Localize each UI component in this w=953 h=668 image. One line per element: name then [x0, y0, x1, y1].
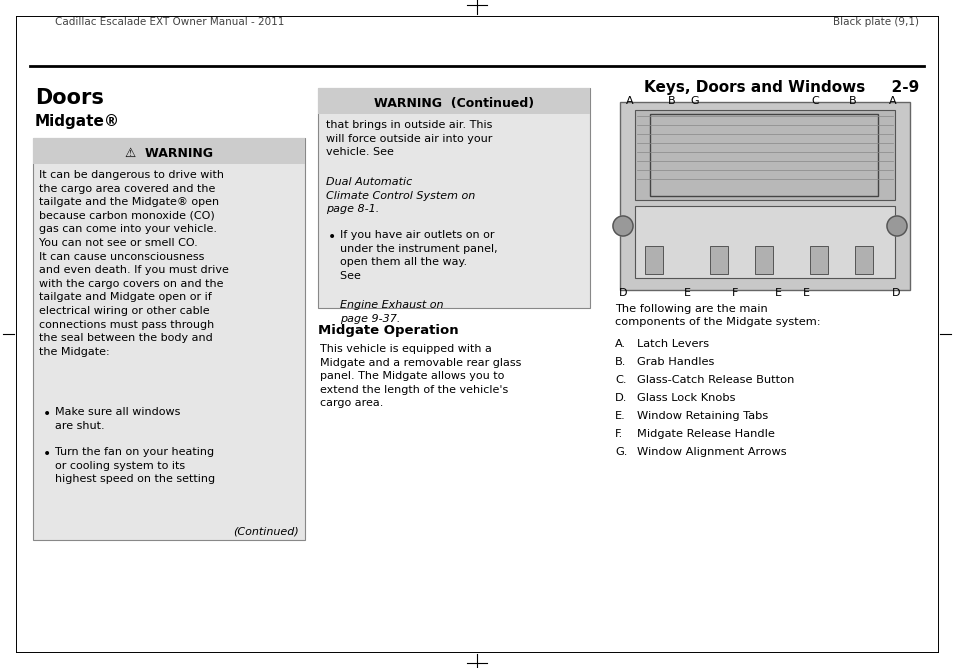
Text: F.: F. — [615, 429, 622, 439]
Text: Glass Lock Knobs: Glass Lock Knobs — [637, 393, 735, 403]
Text: Turn the fan on your heating
or cooling system to its
highest speed on the setti: Turn the fan on your heating or cooling … — [55, 447, 214, 484]
Text: D: D — [618, 288, 626, 298]
Text: D.: D. — [615, 393, 627, 403]
Text: G.: G. — [615, 447, 627, 457]
Bar — [649, 114, 877, 196]
Bar — [754, 246, 772, 274]
Text: Dual Automatic
Climate Control System on
page 8-1.: Dual Automatic Climate Control System on… — [326, 177, 475, 214]
Bar — [635, 206, 894, 278]
Text: D: D — [891, 288, 900, 298]
Text: •: • — [43, 407, 51, 421]
Bar — [644, 246, 662, 274]
Text: Cadillac Escalade EXT Owner Manual - 2011: Cadillac Escalade EXT Owner Manual - 201… — [55, 17, 284, 27]
Bar — [809, 246, 827, 274]
Text: A: A — [625, 96, 633, 106]
Bar — [635, 110, 894, 200]
Text: F: F — [731, 288, 738, 298]
Text: Black plate (9,1): Black plate (9,1) — [832, 17, 918, 27]
Bar — [33, 138, 305, 540]
Bar — [619, 102, 909, 290]
Text: Midgate Operation: Midgate Operation — [317, 324, 458, 337]
Circle shape — [886, 216, 906, 236]
Text: ⚠  WARNING: ⚠ WARNING — [125, 147, 213, 160]
Text: that brings in outside air. This
will force outside air into your
vehicle. See: that brings in outside air. This will fo… — [326, 120, 492, 157]
Circle shape — [613, 216, 633, 236]
Text: •: • — [328, 230, 335, 244]
Text: Keys, Doors and Windows     2-9: Keys, Doors and Windows 2-9 — [643, 80, 918, 95]
Text: A: A — [888, 96, 896, 106]
Text: WARNING  (Continued): WARNING (Continued) — [374, 97, 534, 110]
Text: It can be dangerous to drive with
the cargo area covered and the
tailgate and th: It can be dangerous to drive with the ca… — [39, 170, 229, 357]
Text: Window Retaining Tabs: Window Retaining Tabs — [637, 411, 767, 421]
Bar — [709, 246, 727, 274]
Bar — [317, 88, 589, 114]
Text: Grab Handles: Grab Handles — [637, 357, 714, 367]
Text: (Continued): (Continued) — [233, 526, 298, 536]
Text: E: E — [682, 288, 690, 298]
Text: Latch Levers: Latch Levers — [637, 339, 708, 349]
Text: Midgate Release Handle: Midgate Release Handle — [637, 429, 774, 439]
Text: E: E — [801, 288, 809, 298]
Text: B.: B. — [615, 357, 626, 367]
Text: A.: A. — [615, 339, 625, 349]
Text: E: E — [774, 288, 781, 298]
Text: The following are the main
components of the Midgate system:: The following are the main components of… — [615, 304, 820, 327]
Text: Doors: Doors — [35, 88, 104, 108]
Text: B: B — [667, 96, 675, 106]
Text: G: G — [690, 96, 699, 106]
Text: Glass-Catch Release Button: Glass-Catch Release Button — [637, 375, 794, 385]
Text: E.: E. — [615, 411, 625, 421]
Bar — [317, 88, 589, 308]
Text: C.: C. — [615, 375, 626, 385]
Bar — [854, 246, 872, 274]
Text: Make sure all windows
are shut.: Make sure all windows are shut. — [55, 407, 180, 431]
Text: Window Alignment Arrows: Window Alignment Arrows — [637, 447, 786, 457]
Text: If you have air outlets on or
under the instrument panel,
open them all the way.: If you have air outlets on or under the … — [339, 230, 497, 281]
Text: This vehicle is equipped with a
Midgate and a removable rear glass
panel. The Mi: This vehicle is equipped with a Midgate … — [319, 344, 521, 408]
Text: Engine Exhaust on
page 9-37.: Engine Exhaust on page 9-37. — [339, 300, 443, 323]
Text: B: B — [848, 96, 856, 106]
Bar — [33, 138, 305, 164]
Text: Midgate®: Midgate® — [35, 114, 120, 129]
Text: C: C — [810, 96, 818, 106]
Text: •: • — [43, 447, 51, 461]
